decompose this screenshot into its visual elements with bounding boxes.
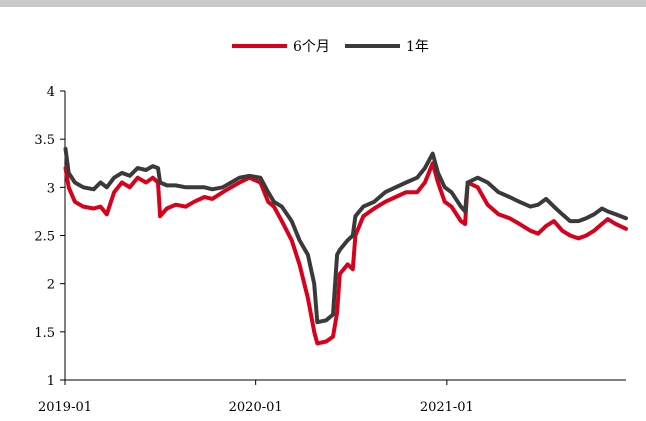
x-tick-label: 2020-01 — [229, 400, 283, 415]
legend: 6个月 1年 — [232, 39, 429, 55]
x-tick-label: 2019-01 — [38, 400, 92, 415]
y-tick-label: 2 — [47, 278, 55, 293]
y-tick-label: 1 — [47, 374, 55, 389]
y-axis: 1 1.5 2 2.5 3 3.5 4 — [34, 85, 66, 389]
y-tick-label: 1.5 — [34, 326, 55, 341]
y-tick-label: 3 — [47, 181, 55, 196]
y-tick-label: 3.5 — [34, 133, 55, 148]
series-line-1y — [63, 146, 628, 325]
y-tick-label: 2.5 — [34, 230, 55, 245]
legend-label: 1年 — [406, 39, 429, 55]
series-line-6m — [63, 161, 628, 346]
y-tick-label: 4 — [47, 85, 55, 100]
x-tick-label: 2021-01 — [420, 400, 474, 415]
x-axis: 2019-01 2020-01 2021-01 — [38, 379, 626, 415]
series-group — [63, 146, 628, 346]
top-border-bar — [0, 0, 646, 7]
legend-label: 6个月 — [293, 39, 330, 55]
